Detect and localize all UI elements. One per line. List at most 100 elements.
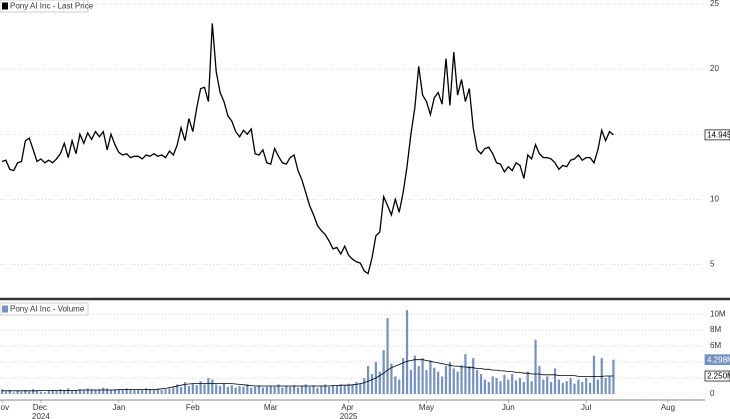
bar xyxy=(121,390,124,394)
bar xyxy=(277,384,280,394)
bar xyxy=(129,389,132,394)
bar xyxy=(456,371,459,394)
bar xyxy=(230,385,233,394)
bar xyxy=(491,376,494,394)
bar xyxy=(324,384,327,394)
x-tick-label: Nov xyxy=(0,403,9,412)
bar xyxy=(312,385,315,394)
bar xyxy=(63,390,66,394)
bar xyxy=(585,378,588,394)
bar xyxy=(273,386,276,394)
bar xyxy=(550,382,553,394)
bar xyxy=(78,389,81,394)
bar xyxy=(534,339,537,394)
bar xyxy=(141,390,144,394)
bar xyxy=(168,388,171,394)
bar xyxy=(117,389,120,394)
bar xyxy=(300,386,303,394)
bar xyxy=(47,390,50,394)
bar xyxy=(176,384,179,394)
bar xyxy=(565,381,568,394)
bar xyxy=(452,368,455,394)
bar xyxy=(398,379,401,394)
bar xyxy=(476,370,479,394)
bar xyxy=(82,390,85,394)
bar xyxy=(366,366,370,394)
bar xyxy=(577,379,580,394)
bar xyxy=(16,390,19,394)
bar xyxy=(234,387,237,394)
bar xyxy=(308,386,311,394)
bar xyxy=(144,388,148,394)
legend-swatch xyxy=(2,305,8,313)
bar xyxy=(417,366,420,394)
bar xyxy=(405,310,409,394)
bar xyxy=(24,390,27,394)
bar xyxy=(148,389,152,394)
bar xyxy=(612,359,615,394)
bar xyxy=(472,358,475,394)
bar xyxy=(530,381,533,394)
bar xyxy=(180,386,183,394)
bar xyxy=(394,376,397,394)
x-tick-label: Mar xyxy=(264,403,278,412)
last-value-box xyxy=(704,129,730,141)
y-tick-label: 10M xyxy=(710,309,726,318)
series-line xyxy=(1,23,614,275)
bar xyxy=(187,386,191,394)
bar xyxy=(226,386,229,394)
bar xyxy=(507,379,510,394)
bar xyxy=(604,378,607,394)
last-value-label: 4.298M xyxy=(707,355,730,364)
last-value-label: 14.945 xyxy=(707,130,730,139)
bar xyxy=(347,383,350,394)
bar xyxy=(359,383,362,394)
bar xyxy=(592,355,596,394)
bar xyxy=(261,387,265,394)
bar xyxy=(109,390,113,394)
legend-label: Pony AI Inc - Volume xyxy=(10,305,85,314)
bar xyxy=(581,382,584,394)
bar xyxy=(250,387,253,394)
bar xyxy=(335,386,339,394)
y-tick-label: 25 xyxy=(710,0,719,8)
bar xyxy=(4,391,7,394)
bar xyxy=(59,389,62,394)
y-tick-label: 6M xyxy=(710,341,721,350)
bar xyxy=(238,386,241,394)
bar xyxy=(573,383,576,394)
bar xyxy=(203,384,206,394)
bar xyxy=(487,382,490,394)
bar xyxy=(425,370,428,394)
bar xyxy=(483,379,487,394)
x-tick-label: May xyxy=(419,403,434,412)
bar xyxy=(152,390,155,394)
bar xyxy=(133,390,136,394)
bar xyxy=(437,371,440,394)
x-tick-label: Jun xyxy=(502,403,515,412)
last-value-box xyxy=(704,370,730,382)
bar xyxy=(343,385,346,394)
bar xyxy=(518,378,522,394)
bar xyxy=(370,374,374,394)
bar xyxy=(479,374,483,394)
bar xyxy=(39,391,43,394)
bar xyxy=(553,368,557,394)
bar xyxy=(557,379,561,394)
bar xyxy=(172,387,175,394)
bar xyxy=(588,382,592,394)
bar xyxy=(0,389,4,394)
bar xyxy=(363,378,366,394)
bar xyxy=(511,374,514,394)
bar xyxy=(409,370,413,394)
bar xyxy=(28,391,31,394)
bar xyxy=(546,376,549,394)
y-tick-label: 8M xyxy=(710,325,721,334)
bar xyxy=(55,390,58,394)
x-tick-label: Aug xyxy=(661,403,675,412)
bar xyxy=(164,389,167,394)
bar xyxy=(289,386,292,394)
last-value-box xyxy=(704,354,730,366)
bar xyxy=(125,388,128,394)
